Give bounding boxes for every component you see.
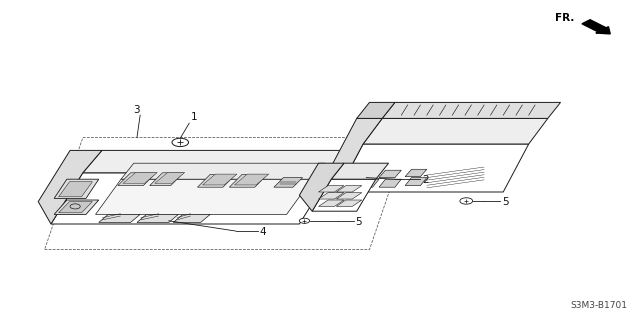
Polygon shape bbox=[379, 170, 401, 178]
Polygon shape bbox=[83, 150, 350, 173]
Text: FR.: FR. bbox=[555, 13, 575, 23]
Text: S3M3-B1701: S3M3-B1701 bbox=[571, 301, 627, 310]
Polygon shape bbox=[59, 202, 92, 213]
Polygon shape bbox=[54, 179, 99, 198]
Text: 3: 3 bbox=[134, 105, 140, 115]
Circle shape bbox=[172, 138, 189, 147]
Polygon shape bbox=[318, 186, 344, 192]
Polygon shape bbox=[336, 193, 362, 199]
Polygon shape bbox=[405, 178, 427, 186]
Polygon shape bbox=[318, 200, 344, 206]
Polygon shape bbox=[331, 118, 382, 192]
Polygon shape bbox=[318, 193, 344, 199]
Polygon shape bbox=[338, 144, 529, 192]
Text: 4: 4 bbox=[260, 227, 266, 237]
Polygon shape bbox=[357, 170, 379, 178]
Circle shape bbox=[299, 218, 310, 223]
Polygon shape bbox=[405, 169, 427, 177]
Polygon shape bbox=[121, 163, 325, 179]
Polygon shape bbox=[363, 118, 548, 144]
Polygon shape bbox=[331, 163, 389, 179]
Polygon shape bbox=[59, 182, 92, 197]
Polygon shape bbox=[173, 214, 210, 222]
Polygon shape bbox=[99, 214, 140, 222]
Polygon shape bbox=[54, 200, 99, 214]
Polygon shape bbox=[379, 179, 401, 187]
Polygon shape bbox=[38, 150, 102, 224]
Polygon shape bbox=[382, 102, 561, 118]
Polygon shape bbox=[234, 174, 269, 185]
Polygon shape bbox=[155, 172, 185, 183]
Polygon shape bbox=[96, 179, 312, 214]
Text: 1: 1 bbox=[191, 112, 197, 122]
Polygon shape bbox=[150, 173, 183, 186]
Polygon shape bbox=[118, 173, 156, 186]
Polygon shape bbox=[274, 178, 303, 187]
Text: 2: 2 bbox=[422, 175, 429, 185]
Polygon shape bbox=[299, 163, 344, 211]
Polygon shape bbox=[203, 174, 237, 185]
Polygon shape bbox=[51, 173, 331, 224]
Polygon shape bbox=[336, 200, 362, 206]
Text: 5: 5 bbox=[502, 197, 508, 207]
Text: 5: 5 bbox=[355, 217, 362, 227]
Polygon shape bbox=[312, 179, 376, 211]
Circle shape bbox=[460, 198, 473, 204]
Polygon shape bbox=[197, 174, 236, 187]
Polygon shape bbox=[137, 214, 178, 222]
FancyArrow shape bbox=[582, 20, 610, 34]
Polygon shape bbox=[229, 174, 268, 187]
Polygon shape bbox=[123, 172, 157, 183]
Polygon shape bbox=[336, 186, 362, 192]
Polygon shape bbox=[357, 102, 395, 118]
Polygon shape bbox=[357, 179, 379, 187]
